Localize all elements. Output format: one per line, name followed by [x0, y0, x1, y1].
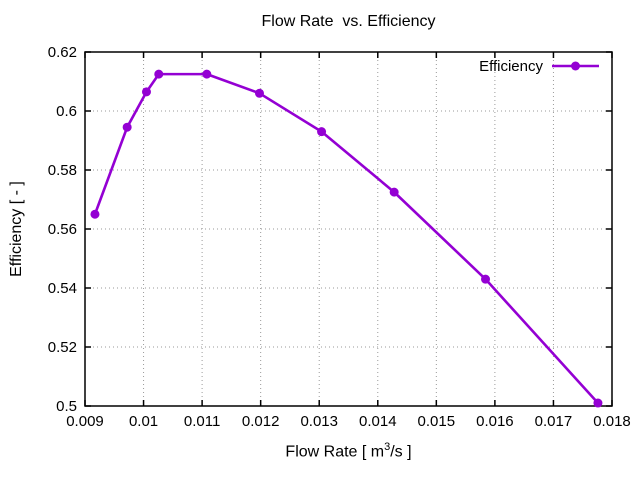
- x-tick-label: 0.018: [593, 413, 631, 430]
- legend-marker-sample: [571, 61, 580, 71]
- x-axis-label-superscript: 3: [384, 441, 391, 453]
- data-point: [122, 122, 132, 132]
- data-point: [141, 87, 151, 97]
- x-tick-label: 0.009: [66, 413, 104, 430]
- x-axis-label: Flow Rate [ m3/s ]: [85, 441, 612, 461]
- data-point: [154, 69, 164, 79]
- data-point: [254, 88, 264, 98]
- x-tick-label: 0.013: [300, 413, 338, 430]
- x-tick-label: 0.016: [476, 413, 514, 430]
- legend-label: Efficiency: [479, 58, 543, 75]
- x-tick-label: 0.017: [535, 413, 573, 430]
- x-tick-label: 0.014: [359, 413, 397, 430]
- x-axis-label-text: Flow Rate [ m: [285, 443, 385, 461]
- x-tick-label: 0.011: [184, 413, 220, 430]
- x-tick-label: 0.015: [418, 413, 456, 430]
- y-tick-label: 0.52: [48, 339, 77, 356]
- data-point: [593, 398, 603, 408]
- x-tick-label: 0.012: [242, 413, 280, 430]
- x-axis-label-units: /s ]: [390, 443, 412, 461]
- y-tick-label: 0.54: [48, 280, 77, 297]
- data-point: [389, 187, 399, 197]
- chart-title: Flow Rate vs. Efficiency: [261, 13, 436, 30]
- data-point: [90, 209, 100, 219]
- data-point: [202, 69, 212, 79]
- data-point: [317, 127, 327, 137]
- data-point: [481, 274, 491, 284]
- y-tick-label: 0.58: [48, 162, 77, 179]
- y-tick-label: 0.62: [48, 44, 77, 61]
- y-tick-label: 0.6: [56, 103, 77, 120]
- x-tick-label: 0.01: [129, 413, 158, 430]
- plot-border: [84, 51, 613, 407]
- efficiency-line: [93, 72, 599, 404]
- y-tick-label: 0.5: [56, 398, 77, 415]
- y-tick-label: 0.56: [48, 221, 77, 238]
